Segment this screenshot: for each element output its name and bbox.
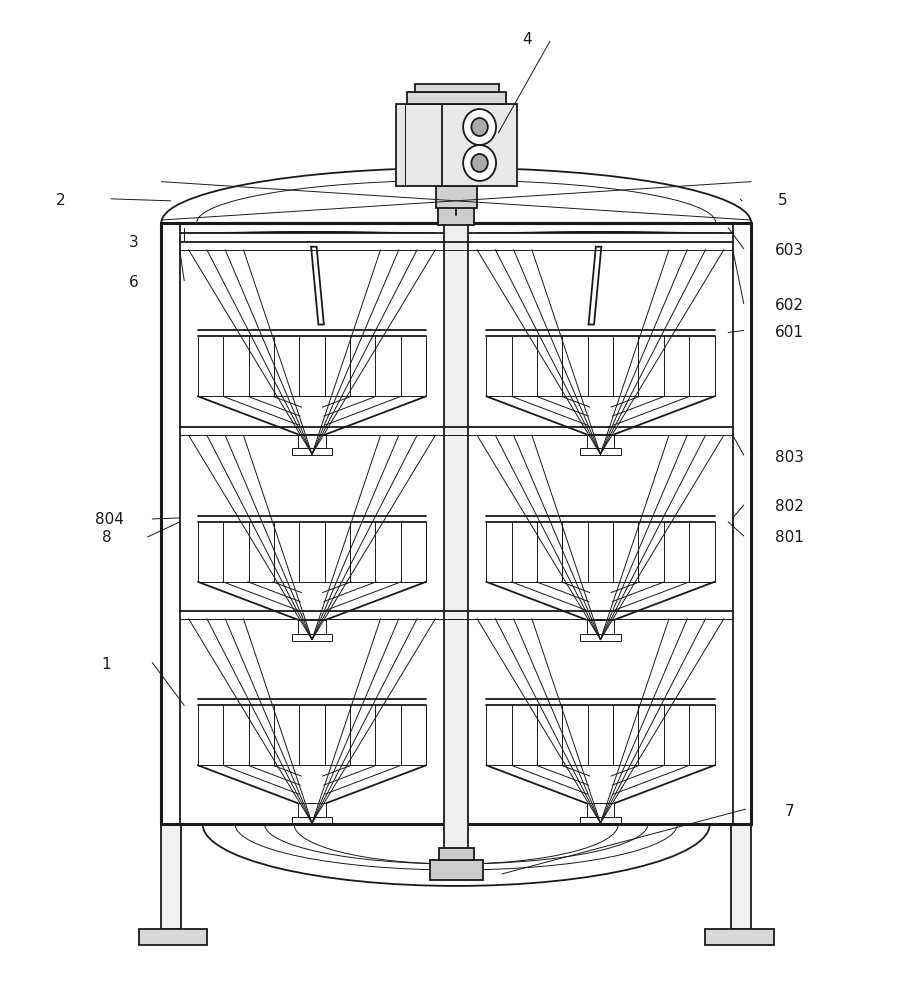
Text: 6: 6: [129, 275, 138, 290]
Text: 4: 4: [523, 32, 532, 47]
Bar: [298, 620, 326, 634]
Bar: [407, 92, 506, 104]
Bar: [705, 929, 774, 945]
Circle shape: [471, 154, 488, 172]
Text: 801: 801: [775, 530, 804, 545]
Text: 804: 804: [94, 512, 124, 527]
Text: 603: 603: [775, 243, 804, 258]
Text: 5: 5: [779, 193, 788, 208]
Bar: [587, 620, 614, 634]
Bar: [292, 817, 332, 824]
Text: 2: 2: [56, 193, 66, 208]
Text: 602: 602: [775, 298, 804, 313]
Bar: [298, 803, 326, 817]
Text: 3: 3: [129, 235, 138, 250]
Polygon shape: [311, 247, 324, 324]
Bar: [439, 848, 473, 860]
Text: 802: 802: [775, 499, 804, 514]
Bar: [438, 205, 474, 225]
Bar: [414, 84, 499, 92]
Text: 601: 601: [775, 325, 804, 340]
Text: 1: 1: [102, 657, 111, 672]
Bar: [292, 448, 332, 455]
Bar: [580, 448, 621, 455]
Text: 8: 8: [102, 530, 111, 545]
Bar: [587, 434, 614, 448]
Bar: [445, 213, 468, 868]
Polygon shape: [589, 247, 602, 324]
Bar: [430, 860, 482, 880]
Text: 7: 7: [785, 804, 794, 819]
Bar: [292, 634, 332, 641]
Bar: [298, 434, 326, 448]
Bar: [436, 186, 477, 208]
Circle shape: [463, 145, 496, 181]
Circle shape: [463, 109, 496, 145]
Text: 803: 803: [775, 450, 804, 465]
Bar: [580, 634, 621, 641]
Bar: [138, 929, 207, 945]
Bar: [161, 824, 182, 929]
Bar: [587, 803, 614, 817]
Bar: [396, 104, 517, 186]
Bar: [580, 817, 621, 824]
Circle shape: [471, 118, 488, 136]
Bar: [161, 223, 751, 824]
Bar: [731, 824, 751, 929]
